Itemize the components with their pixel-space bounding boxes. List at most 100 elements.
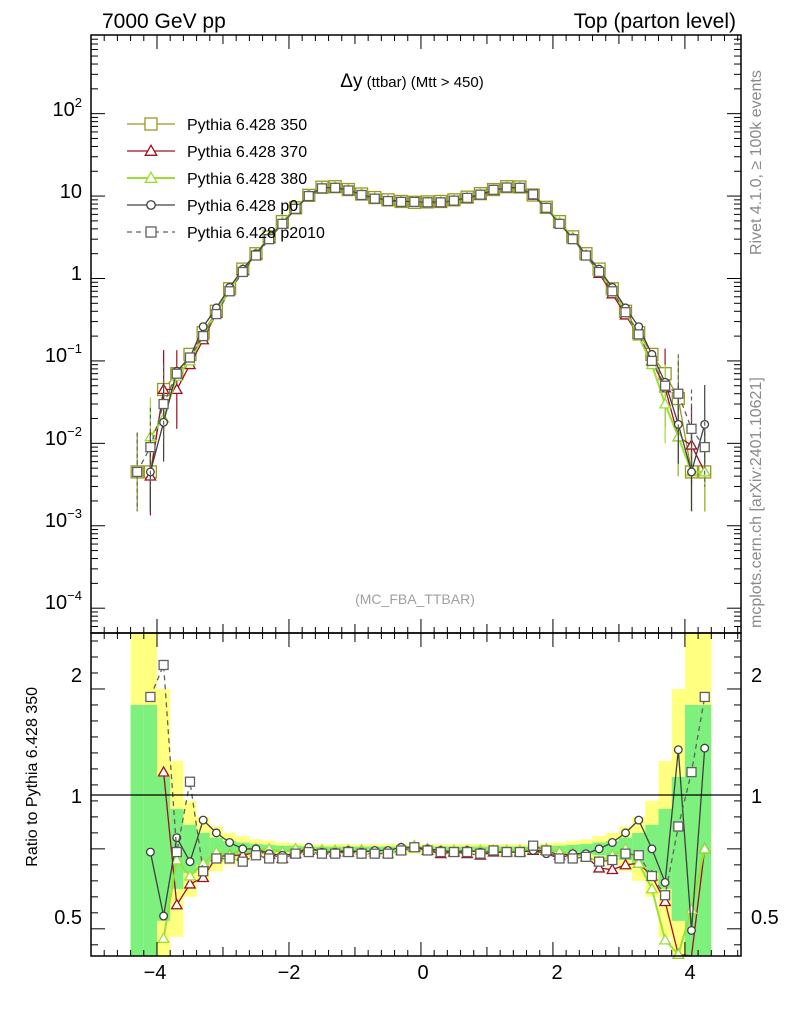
- ratio-marker-4-35: [593, 856, 605, 867]
- series-marker-4-30: [527, 189, 539, 200]
- ratio-marker-2-39: [645, 882, 659, 894]
- y-tick-labels: 102 10 1 10−1 10−2 10−3 10−4: [45, 95, 82, 614]
- ratio-marker-4-36: [607, 854, 618, 866]
- series-marker-4-6: [211, 308, 222, 320]
- ratio-marker-4-15: [330, 848, 341, 859]
- y-tick-1e-4-base: 10: [45, 592, 67, 614]
- series-marker-4-39: [646, 355, 658, 367]
- ratio-marker-4-10: [264, 853, 275, 864]
- ratio-band-stat-bin-40: [658, 808, 672, 889]
- ratio-marker-1-36: [606, 863, 619, 875]
- ratio-marker-1-3: [170, 898, 184, 910]
- ratio-marker-4-20: [396, 845, 407, 856]
- ratio-marker-1-35: [592, 861, 606, 873]
- series-marker-4-20: [396, 196, 407, 208]
- ratio-marker-4-14: [316, 848, 328, 859]
- series-marker-4-35: [593, 266, 605, 278]
- legend-marker-4: [145, 226, 157, 238]
- ratio-marker-3-39: [647, 844, 657, 854]
- series-marker-4-8: [237, 266, 248, 278]
- legend-label-0: Pythia 6.428 350: [187, 117, 307, 134]
- series-marker-4-41: [673, 388, 684, 399]
- series-marker-4-5: [198, 330, 209, 342]
- series-marker-4-24: [448, 195, 460, 206]
- series-marker-4-34: [580, 250, 592, 261]
- y-tick-1e-2-base: 10: [45, 428, 67, 450]
- ratio-marker-3-8: [238, 844, 248, 854]
- legend: Pythia 6.428 350 Pythia 6.428 370 Pythia 6…: [127, 117, 325, 242]
- ratio-marker-4-27: [488, 845, 499, 856]
- ratio-marker-3-1: [145, 847, 155, 857]
- ratio-marker-4-32: [554, 853, 565, 864]
- series-marker-4-13: [303, 190, 314, 202]
- series-marker-4-17: [356, 189, 367, 201]
- series-marker-4-22: [422, 197, 433, 208]
- series-marker-4-28: [501, 182, 512, 193]
- series-marker-4-33: [567, 234, 578, 245]
- y-tick-1e2-base: 10: [53, 99, 75, 121]
- ratio-band-stat-bin-34: [579, 844, 593, 854]
- ratio-marker-1-40: [658, 895, 672, 907]
- series-layer: [130, 180, 712, 516]
- ratio-marker-4-7: [224, 853, 235, 864]
- ratio-marker-1-4: [183, 877, 197, 889]
- series-marker-1-3: [170, 383, 184, 395]
- ratio-marker-4-12: [290, 848, 301, 859]
- ratio-series-layer: [145, 659, 712, 959]
- ratio-marker-1-5: [196, 871, 210, 883]
- ratio-marker-2-2: [157, 931, 170, 943]
- y-tick-1e2-exp: 2: [75, 95, 82, 110]
- ratio-marker-3-35: [594, 844, 604, 854]
- ratio-marker-2-40: [658, 933, 672, 945]
- ratio-band-stat-bin-43: [698, 704, 712, 956]
- ratio-tick-1-left: 1: [71, 786, 82, 808]
- ratio-marker-3-4: [185, 857, 195, 867]
- ratio-band-stat-bin-5: [196, 832, 210, 865]
- ratio-y-label: Ratio to Pythia 6.428 350: [24, 687, 41, 867]
- series-marker-3-5: [198, 322, 208, 332]
- mcplots-label: mcplots.cern.ch [arXiv:2401.10621]: [748, 377, 765, 628]
- y-tick-10: 10: [60, 181, 82, 203]
- legend-marker-1: [144, 143, 158, 156]
- series-marker-4-3: [171, 368, 182, 379]
- ratio-marker-2-3: [170, 853, 184, 865]
- ratio-marker-4-31: [541, 845, 552, 856]
- ratio-marker-4-16: [343, 846, 354, 858]
- y-tick-1e-3-exp: −3: [67, 506, 82, 521]
- series-marker-4-1: [145, 441, 156, 453]
- ratio-marker-4-5: [198, 866, 209, 877]
- ratio-marker-4-30: [527, 840, 539, 851]
- ratio-band-stat-bin-41: [671, 776, 685, 921]
- x-tick-labels: −4 −2 0 2 4: [144, 962, 696, 984]
- ratio-marker-4-24: [448, 846, 460, 858]
- series-marker-4-40: [659, 380, 671, 391]
- ratio-marker-4-26: [475, 848, 486, 859]
- ratio-band-stat-bin-2: [156, 776, 171, 921]
- ratio-tick-2-right: 2: [751, 665, 762, 687]
- series-marker-4-15: [330, 182, 341, 193]
- header-right: Top (parton level): [574, 10, 736, 33]
- series-marker-4-43: [699, 441, 710, 453]
- series-marker-4-36: [607, 286, 618, 297]
- ratio-marker-4-43: [699, 691, 710, 703]
- legend-item-0: Pythia 6.428 350: [127, 117, 307, 134]
- header-left: 7000 GeV pp: [102, 10, 226, 33]
- ratio-marker-3-37: [621, 828, 630, 838]
- ratio-marker-3-40: [660, 877, 670, 887]
- ratio-marker-3-43: [700, 743, 710, 753]
- series-marker-3-42: [687, 467, 696, 477]
- ratio-marker-4-23: [435, 846, 446, 858]
- series-marker-4-16: [343, 185, 354, 196]
- x-tick-m2: −2: [278, 962, 301, 984]
- ratio-y-tick-labels: 2 1 0.5 2 1 0.5: [54, 665, 779, 929]
- ratio-marker-4-33: [567, 853, 578, 864]
- plot-title: Δy (ttbar) (Mtt > 450): [340, 71, 484, 92]
- series-marker-4-12: [290, 203, 301, 214]
- x-tick-4: 4: [684, 962, 695, 984]
- ratio-tick-05-right: 0.5: [751, 907, 779, 929]
- y-tick-1e-2: 10−2: [45, 424, 82, 450]
- series-marker-4-10: [264, 234, 275, 245]
- ratio-marker-4-17: [356, 848, 367, 859]
- series-marker-4-37: [620, 307, 631, 318]
- ratio-marker-4-29: [514, 846, 526, 858]
